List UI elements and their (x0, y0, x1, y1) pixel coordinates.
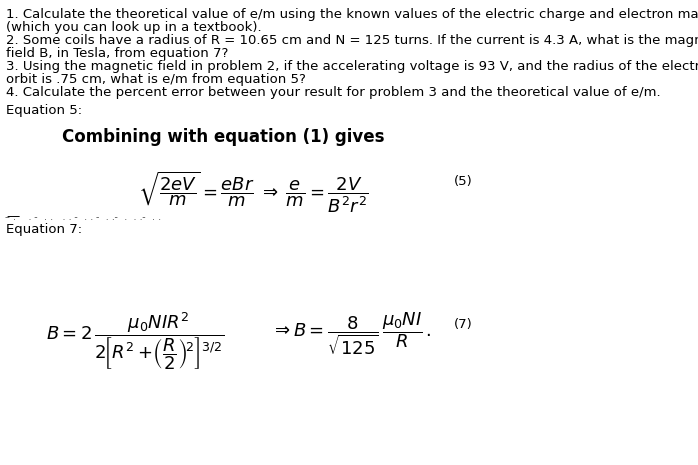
Text: $B = 2\,\dfrac{\mu_0 N I R^2}{2\!\left[R^2+\!\left(\dfrac{R}{2}\right)^{\!2}\rig: $B = 2\,\dfrac{\mu_0 N I R^2}{2\!\left[R… (46, 310, 224, 372)
Text: $\sqrt{\dfrac{2eV}{m}} = \dfrac{eBr}{m}$$\;\Rightarrow\; \dfrac{e}{m} = \dfrac{2: $\sqrt{\dfrac{2eV}{m}} = \dfrac{eBr}{m}$… (138, 170, 369, 215)
Text: field B, in Tesla, from equation 7?: field B, in Tesla, from equation 7? (6, 47, 228, 60)
Text: 4. Calculate the percent error between your result for problem 3 and the theoret: 4. Calculate the percent error between y… (6, 86, 660, 99)
Text: Equation 5:: Equation 5: (6, 104, 82, 117)
Text: 1. Calculate the theoretical value of e/m using the known values of the electric: 1. Calculate the theoretical value of e/… (6, 8, 698, 21)
Text: (which you can look up in a textbook).: (which you can look up in a textbook). (6, 21, 262, 34)
Text: 2. Some coils have a radius of R = 10.65 cm and N = 125 turns. If the current is: 2. Some coils have a radius of R = 10.65… (6, 34, 698, 47)
Text: 3. Using the magnetic field in problem 2, if the accelerating voltage is 93 V, a: 3. Using the magnetic field in problem 2… (6, 60, 698, 73)
Text: Combining with equation (1) gives: Combining with equation (1) gives (62, 128, 385, 146)
Text: —: — (6, 210, 19, 223)
Text: orbit is .75 cm, what is e/m from equation 5?: orbit is .75 cm, what is e/m from equati… (6, 73, 306, 86)
Text: – .    .  ̵̵  . .   . .  ̵̵  . .  ̵̵  . . ̵̵  .  . . ̵̵  . .: – . . ̵̵ . . . . ̵̵ . . ̵̵ . . ̵̵ . . . … (5, 212, 161, 222)
Text: (5): (5) (454, 175, 473, 188)
Text: Equation 7:: Equation 7: (6, 223, 82, 236)
Text: $\Rightarrow B = \dfrac{8}{\sqrt{125}}\,\dfrac{\mu_0 N I}{R}\,.$: $\Rightarrow B = \dfrac{8}{\sqrt{125}}\,… (271, 310, 432, 357)
Text: (7): (7) (454, 318, 473, 331)
